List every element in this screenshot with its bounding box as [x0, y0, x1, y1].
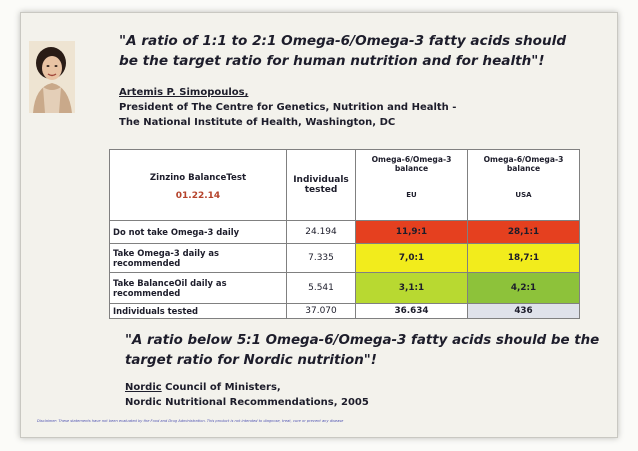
- row-individuals: 37.070: [286, 303, 356, 319]
- author-title-line-1: President of The Centre for Genetics, Nu…: [119, 102, 457, 113]
- balance-test-table: Zinzino BalanceTest 01.22.14 Individuals…: [109, 149, 580, 319]
- portrait-image: [29, 41, 75, 113]
- table-row: Take Omega-3 daily as recommended 7.335 …: [109, 243, 580, 273]
- usa-header-label: Omega-6/Omega-3 balance: [483, 155, 564, 173]
- top-quote: "A ratio of 1:1 to 2:1 Omega-6/Omega-3 f…: [119, 33, 567, 69]
- table-row: Do not take Omega-3 daily 24.194 11,9:1 …: [109, 220, 580, 244]
- eu-header-label: Omega-6/Omega-3 balance: [371, 155, 452, 173]
- source-org: Nordic: [125, 382, 162, 393]
- bottom-quote: "A ratio below 5:1 Omega-6/Omega-3 fatty…: [125, 333, 600, 368]
- disclaimer: Disclaimer: These statements have not be…: [37, 419, 344, 423]
- row-individuals: 5.541: [286, 272, 356, 304]
- source-line-2: Nordic Nutritional Recommendations, 2005: [125, 397, 369, 408]
- author-title-line-2: The National Institute of Health, Washin…: [119, 117, 396, 128]
- author-name: Artemis P. Simopoulos,: [119, 87, 249, 98]
- source-line-1-rest: Council of Ministers,: [161, 382, 281, 393]
- usa-header-sub: USA: [515, 191, 532, 199]
- bottom-source: Nordic Council of Ministers, Nordic Nutr…: [125, 380, 525, 410]
- eu-header-sub: EU: [406, 191, 417, 199]
- row-usa-ratio: 4,2:1: [467, 272, 580, 304]
- table-title-cell: Zinzino BalanceTest 01.22.14: [109, 149, 287, 221]
- table-row: Individuals tested 37.070 36.634 436: [109, 303, 580, 319]
- presentation-slide: "A ratio of 1:1 to 2:1 Omega-6/Omega-3 f…: [20, 12, 618, 438]
- row-eu-ratio: 7,0:1: [355, 243, 468, 273]
- row-label: Take Omega-3 daily as recommended: [109, 243, 287, 273]
- row-label: Do not take Omega-3 daily: [109, 220, 287, 244]
- table-row: Take BalanceOil daily as recommended 5.5…: [109, 272, 580, 304]
- table-date: 01.22.14: [175, 191, 221, 201]
- row-label: Take BalanceOil daily as recommended: [109, 272, 287, 304]
- row-label: Individuals tested: [109, 303, 287, 319]
- row-individuals: 24.194: [286, 220, 356, 244]
- author-portrait: [29, 41, 75, 113]
- table-title: Zinzino BalanceTest: [149, 173, 247, 183]
- table-header-row: Zinzino BalanceTest 01.22.14 Individuals…: [109, 149, 580, 221]
- row-individuals: 7.335: [286, 243, 356, 273]
- usa-header: Omega-6/Omega-3 balance USA: [467, 149, 580, 221]
- row-eu-ratio: 11,9:1: [355, 220, 468, 244]
- individuals-header: Individuals tested: [286, 149, 356, 221]
- row-usa-total: 436: [467, 303, 580, 319]
- eu-header: Omega-6/Omega-3 balance EU: [355, 149, 468, 221]
- row-usa-ratio: 18,7:1: [467, 243, 580, 273]
- author-block: Artemis P. Simopoulos, President of The …: [119, 85, 579, 130]
- row-eu-total: 36.634: [355, 303, 468, 319]
- row-usa-ratio: 28,1:1: [467, 220, 580, 244]
- row-eu-ratio: 3,1:1: [355, 272, 468, 304]
